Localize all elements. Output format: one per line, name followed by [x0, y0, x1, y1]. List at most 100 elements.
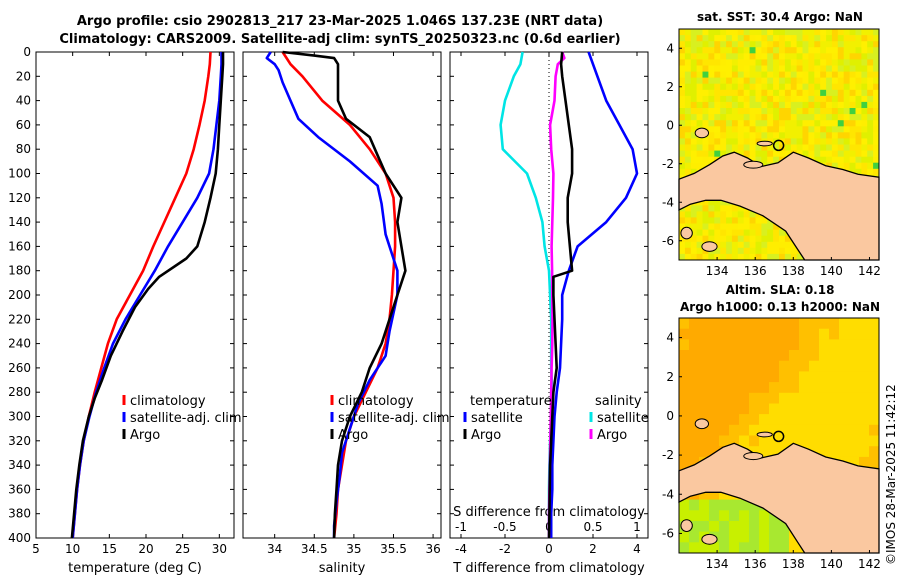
map-cell	[759, 424, 770, 436]
map-cell	[861, 108, 868, 115]
map-cell	[729, 424, 740, 436]
map-cell	[737, 35, 745, 42]
map-cell	[690, 108, 698, 115]
map-cell	[699, 382, 710, 394]
map-cell	[820, 89, 827, 97]
argo-float-marker	[772, 139, 785, 152]
map-cell	[869, 360, 880, 372]
map-cell	[820, 59, 827, 66]
map-cell	[767, 156, 774, 164]
map-cell	[690, 120, 698, 127]
map-cell	[726, 47, 733, 54]
series-line-salinity-argo	[547, 51, 574, 539]
map-cell	[837, 71, 845, 79]
map-cell	[719, 328, 730, 340]
map-cell	[726, 138, 733, 145]
map-cell	[849, 65, 856, 73]
map-cell	[755, 229, 762, 237]
map-cell	[720, 241, 727, 249]
map-cell	[779, 253, 786, 261]
map-cell	[759, 414, 770, 426]
map-cell	[759, 360, 770, 372]
map-cell	[719, 371, 730, 383]
map-cell	[849, 382, 860, 394]
map-cell	[731, 211, 739, 218]
map-cell	[743, 83, 751, 91]
map-cell	[689, 350, 700, 362]
x-tick-label: 136	[744, 264, 767, 278]
land-island	[680, 226, 693, 240]
argo-float-marker	[772, 430, 785, 443]
map-cell	[679, 47, 686, 54]
map-cell	[743, 53, 751, 60]
map-cell	[737, 150, 745, 158]
map-cell	[690, 59, 698, 66]
map-cell	[689, 382, 700, 394]
map-cell	[761, 241, 768, 249]
map-cell	[699, 403, 710, 415]
map-cell	[873, 95, 880, 103]
temperature-profile-axes-box	[35, 51, 235, 539]
map-cell	[802, 108, 809, 115]
map-cell	[843, 101, 851, 109]
map-cell	[684, 132, 692, 139]
map-cell	[743, 41, 751, 48]
map-cell	[837, 83, 845, 91]
map-cell	[809, 414, 820, 426]
map-cell	[755, 71, 762, 79]
map-cell	[729, 531, 740, 543]
map-cell	[684, 162, 692, 170]
y-tick-label: 0	[23, 45, 31, 59]
map-cell	[829, 403, 840, 415]
map-cell	[759, 403, 770, 415]
map-cell	[761, 235, 768, 243]
y-tick-label: 4	[666, 41, 674, 55]
y-tick-label: 0	[666, 118, 674, 132]
map-cell	[814, 71, 821, 79]
map-cell	[843, 35, 851, 42]
map-cell	[737, 108, 745, 115]
map-cell	[749, 241, 756, 249]
map-cell	[690, 253, 698, 261]
map-cell	[819, 392, 830, 404]
map-cell	[773, 47, 780, 54]
map-cell	[689, 318, 700, 330]
map-cell	[696, 120, 703, 127]
map-cell	[779, 77, 786, 85]
map-cell	[709, 446, 720, 458]
map-cell	[761, 29, 768, 36]
map-cell	[739, 403, 750, 415]
map-cell	[684, 108, 692, 115]
map-cell	[714, 241, 721, 249]
map-cell	[826, 132, 833, 139]
map-cell	[790, 138, 798, 145]
map-cell	[731, 241, 739, 249]
map-cell	[755, 223, 762, 231]
map-cell	[684, 29, 692, 36]
map-cell	[719, 392, 730, 404]
map-cell	[690, 132, 698, 139]
map-cell	[789, 328, 800, 340]
x-tick-label: 20	[138, 542, 153, 556]
map-cell	[843, 41, 851, 48]
map-cell	[819, 339, 830, 351]
map-cell	[720, 223, 727, 231]
map-cell	[769, 392, 780, 404]
map-cell	[855, 168, 862, 176]
map-cell	[679, 318, 690, 330]
map-cell	[809, 360, 820, 372]
map-cell	[743, 150, 751, 158]
map-cell	[769, 382, 780, 394]
map-cell	[802, 144, 809, 152]
x-tick-label: 30	[212, 542, 227, 556]
map-cell	[820, 41, 827, 48]
map-cell	[699, 499, 710, 511]
map-cell	[719, 360, 730, 372]
map-cell	[714, 95, 721, 103]
map-cell	[702, 53, 709, 60]
map-cell	[696, 71, 703, 79]
y-tick-label: 240	[8, 337, 31, 351]
map-cell	[789, 435, 800, 447]
map-cell	[731, 95, 739, 103]
map-cell	[784, 132, 792, 139]
